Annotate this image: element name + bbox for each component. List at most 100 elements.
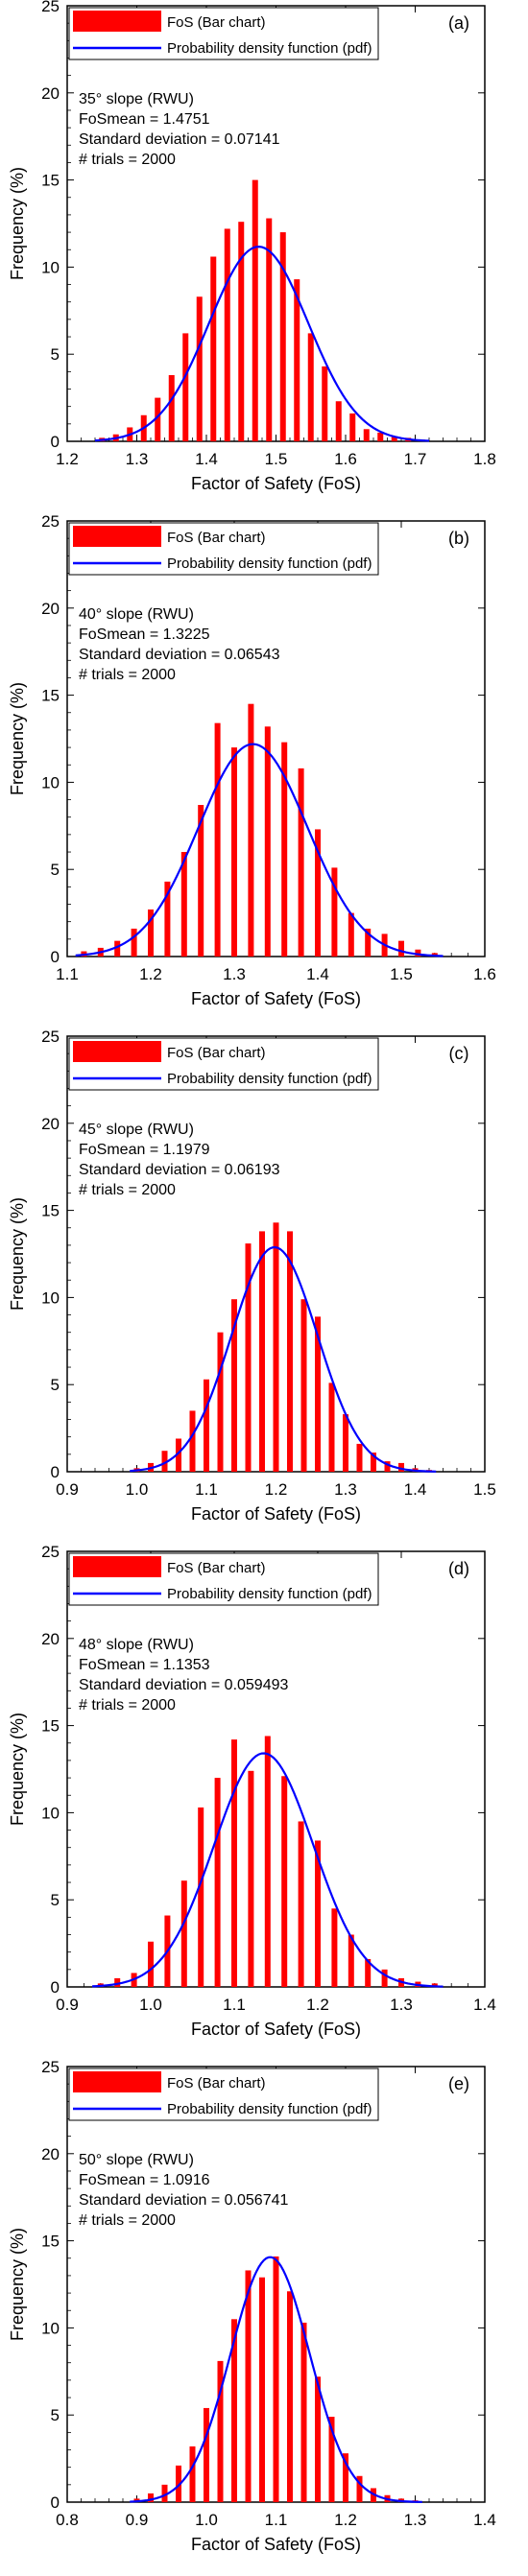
bar [348,1934,354,1987]
chart-panel: 0 5 10 15 20 25 0.9 1.0 1.1 1.2 1.3 1.4 1.5 Factor of… [0,1030,528,1546]
bar [298,768,304,957]
bar [148,909,154,957]
info-line: # trials = 2000 [79,2212,176,2229]
bar [356,2475,363,2502]
x-axis-label: Factor of Safety (FoS) [191,2020,361,2039]
bar [161,1451,168,1472]
y-tick-label: 20 [41,2145,60,2163]
chart-panel: 0 5 10 15 20 25 0.8 0.9 1.0 1.1 1.2 1.3 1.4 Factor of… [0,2061,528,2576]
bar [214,722,221,957]
info-line: # trials = 2000 [79,667,176,683]
y-tick-label: 15 [41,2233,60,2251]
x-tick-label: 1.3 [334,1480,357,1499]
info-line: 50° slope (RWU) [79,2152,194,2168]
info-line: FoSmean = 1.1353 [79,1657,210,1673]
y-tick-label: 25 [41,515,60,531]
x-axis-label: Factor of Safety (FoS) [191,989,361,1008]
info-line: FoSmean = 1.1979 [79,1142,210,1158]
bar [315,829,321,957]
bar [300,2322,307,2502]
y-tick-label: 25 [41,0,60,15]
y-tick-label: 10 [41,258,60,276]
bar [384,1461,391,1472]
bar [328,1383,335,1472]
legend-bar-swatch [73,1556,161,1577]
legend-pdf-label: Probability density function (pdf) [167,2101,372,2117]
y-tick-label: 15 [41,1717,60,1736]
y-tick-label: 0 [51,1463,60,1481]
bar [214,1778,221,1987]
plot-frame [66,5,486,442]
bar [315,1840,321,1987]
bar [204,2407,209,2502]
bar [259,1231,265,1472]
y-tick-label: 0 [51,1978,60,1997]
info-line: 35° slope (RWU) [79,91,194,107]
pdf-curve [130,2256,422,2503]
bar [176,2465,181,2502]
bar [248,1770,254,1987]
y-tick-label: 10 [41,1804,60,1822]
pdf-curve [92,1752,444,1988]
bar [114,940,121,957]
x-tick-label: 1.1 [56,965,79,983]
x-tick-label: 1.2 [306,1996,329,2014]
bar [398,940,404,957]
bar [164,881,171,957]
x-tick-label: 1.5 [390,965,413,983]
bar [365,928,372,957]
bar [348,912,354,957]
bar [264,726,271,957]
bar [176,1438,181,1472]
chart-svg: 0 5 10 15 20 25 0.9 1.0 1.1 1.2 1.3 1.4 Factor of Sa… [8,1546,496,2039]
x-axis-label: Factor of Safety (FoS) [191,1504,361,1524]
bar [148,1941,154,1987]
bar [245,2270,252,2502]
bar [148,2493,154,2502]
bar [331,1908,338,1987]
bar [231,2319,237,2502]
bar [252,179,258,441]
pdf-curve [130,1245,437,1473]
y-tick-label: 15 [41,687,60,705]
x-tick-label: 0.9 [126,2511,149,2529]
bar [217,2360,224,2502]
bar [273,2256,279,2502]
y-tick-label: 25 [41,1030,60,1046]
x-tick-label: 1.1 [195,1480,218,1499]
x-tick-label: 1.4 [195,450,218,468]
bar [381,1969,388,1987]
info-line: Standard deviation = 0.06193 [79,1162,280,1178]
bar [273,1222,279,1472]
bar [343,1414,348,1472]
legend: FoS (Bar chart) Probability density funct… [68,1552,379,1606]
bar [371,1453,376,1472]
info-line: FoSmean = 1.3225 [79,626,210,643]
bar [198,805,204,957]
y-tick-label: 20 [41,1115,60,1133]
legend-bar-label: FoS (Bar chart) [167,1045,266,1061]
bar [300,1299,307,1472]
bar [294,279,300,441]
legend: FoS (Bar chart) Probability density funct… [68,1037,379,1091]
chart-panel: 0 5 10 15 20 25 1.1 1.2 1.3 1.4 1.5 1.6 Factor of Sa… [0,515,528,1030]
info-line: Standard deviation = 0.056741 [79,2192,289,2209]
bar [315,2376,321,2502]
x-tick-label: 1.5 [473,1480,496,1499]
plot-frame [66,1550,486,1988]
pdf-curve [75,743,444,957]
info-line: Standard deviation = 0.06543 [79,647,280,663]
y-tick-label: 15 [41,172,60,190]
y-tick-label: 0 [51,2493,60,2512]
x-tick-label: 1.2 [139,965,162,983]
x-tick-label: 1.0 [195,2511,218,2529]
info-line: # trials = 2000 [79,1697,176,1713]
y-tick-label: 15 [41,1202,60,1220]
bar [131,928,137,957]
y-tick-label: 5 [51,861,60,879]
bar [398,1462,404,1472]
y-tick-label: 5 [51,2406,60,2424]
bar [198,1807,204,1987]
x-tick-label: 1.6 [334,450,357,468]
